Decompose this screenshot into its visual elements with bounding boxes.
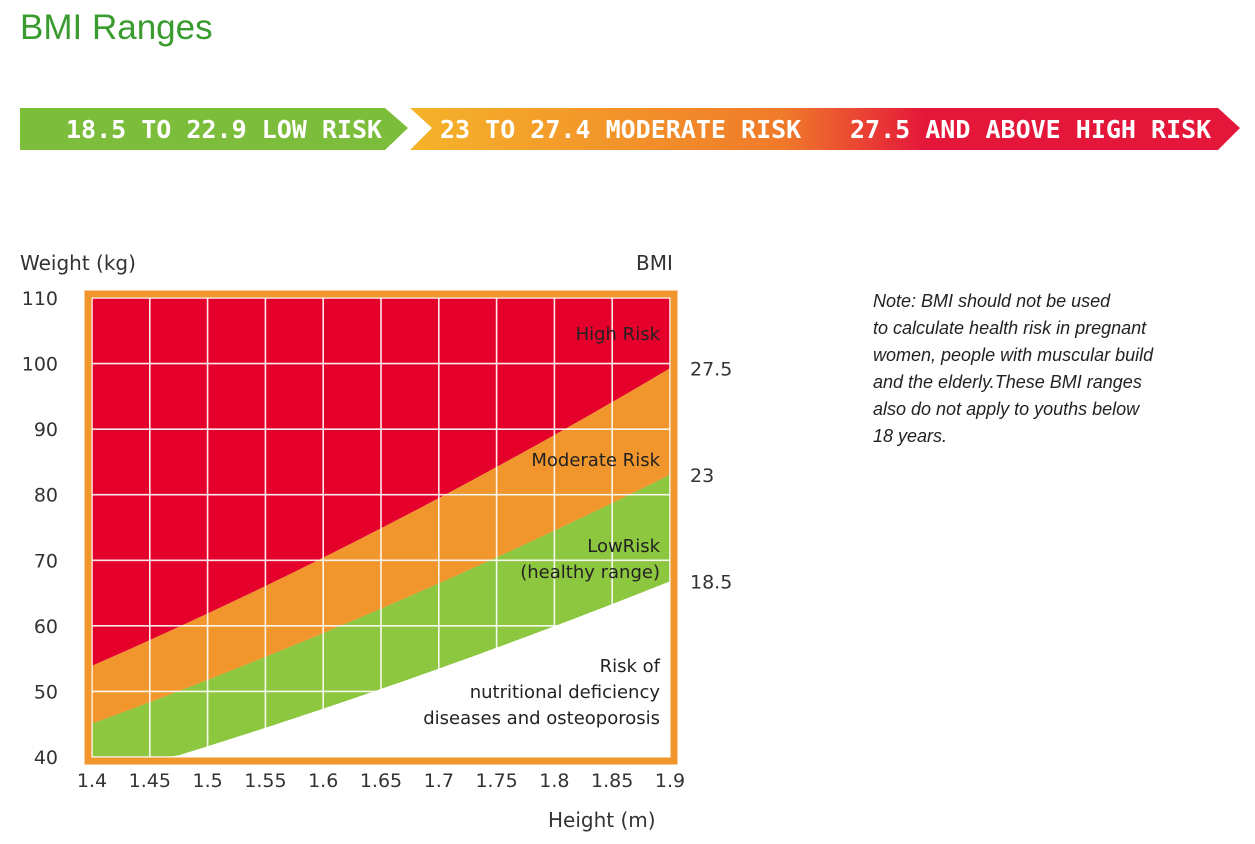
y-tick-label: 60 xyxy=(34,616,58,638)
note-line: to calculate health risk in pregnant xyxy=(873,318,1147,338)
zone-label: (healthy range) xyxy=(520,562,660,583)
y-tick-label: 100 xyxy=(22,354,58,376)
x-tick-label: 1.7 xyxy=(424,770,454,792)
zone-label: nutritional deficiency xyxy=(470,682,661,703)
note-line: also do not apply to youths below xyxy=(873,399,1140,419)
y-axis-title: Weight (kg) xyxy=(20,251,136,275)
y-tick-label: 80 xyxy=(34,485,58,507)
page-title: BMI Ranges xyxy=(20,8,213,47)
bmi-note: Note: BMI should not be used to calculat… xyxy=(873,288,1243,450)
banner-label-moderate: 23 TO 27.4 MODERATE RISK xyxy=(440,115,801,144)
banner-label-high: 27.5 AND ABOVE HIGH RISK xyxy=(850,115,1211,144)
zone-label: High Risk xyxy=(576,324,661,345)
x-tick-label: 1.5 xyxy=(192,770,222,792)
zone-label: Risk of xyxy=(600,656,661,677)
y-tick-label: 40 xyxy=(34,747,58,769)
x-axis-title: Height (m) xyxy=(548,808,656,832)
bmi-boundary-label: 18.5 xyxy=(690,571,732,593)
y-tick-label: 50 xyxy=(34,681,58,703)
x-tick-label: 1.85 xyxy=(591,770,633,792)
x-tick-label: 1.9 xyxy=(655,770,685,792)
bmi-boundary-label: 23 xyxy=(690,465,714,487)
zone-label: Moderate Risk xyxy=(531,450,660,471)
y-tick-label: 90 xyxy=(34,419,58,441)
labels-layer: 1.4 1.45 1.5 1.55 1.6 1.65 1.7 1.75 1.8 1.85 1.9 40… xyxy=(22,288,733,792)
banner-segment-moderate-high xyxy=(410,108,1240,150)
banner-label-low: 18.5 TO 22.9 LOW RISK xyxy=(66,115,382,144)
note-line: 18 years. xyxy=(873,426,948,446)
note-line: Note: BMI should not be used xyxy=(873,291,1111,311)
zone-label: diseases and osteoporosis xyxy=(423,708,660,729)
x-tick-label: 1.4 xyxy=(77,770,107,792)
banner-segment-low-risk xyxy=(20,108,408,150)
bmi-range-banner: 18.5 TO 22.9 LOW RISK 23 TO 27.4 MODERAT… xyxy=(20,108,1240,150)
bmi-boundary-label: 27.5 xyxy=(690,358,732,380)
zone-deficiency-risk xyxy=(92,581,670,757)
x-tick-label: 1.75 xyxy=(475,770,517,792)
y-tick-label: 110 xyxy=(22,288,58,310)
x-tick-label: 1.65 xyxy=(360,770,402,792)
x-tick-label: 1.45 xyxy=(129,770,171,792)
bmi-axis-title: BMI xyxy=(636,251,673,275)
x-tick-label: 1.55 xyxy=(244,770,286,792)
chart-frame xyxy=(84,290,678,765)
zone-label: LowRisk xyxy=(587,536,660,557)
note-line: women, people with muscular build xyxy=(873,345,1154,365)
x-tick-label: 1.6 xyxy=(308,770,338,792)
grid-layer xyxy=(91,297,671,758)
x-tick-label: 1.8 xyxy=(539,770,569,792)
bmi-chart: 1.4 1.45 1.5 1.55 1.6 1.65 1.7 1.75 1.8 1.85 1.9 40… xyxy=(20,251,733,832)
y-tick-label: 70 xyxy=(34,550,58,572)
note-line: and the elderly.These BMI ranges xyxy=(873,372,1142,392)
